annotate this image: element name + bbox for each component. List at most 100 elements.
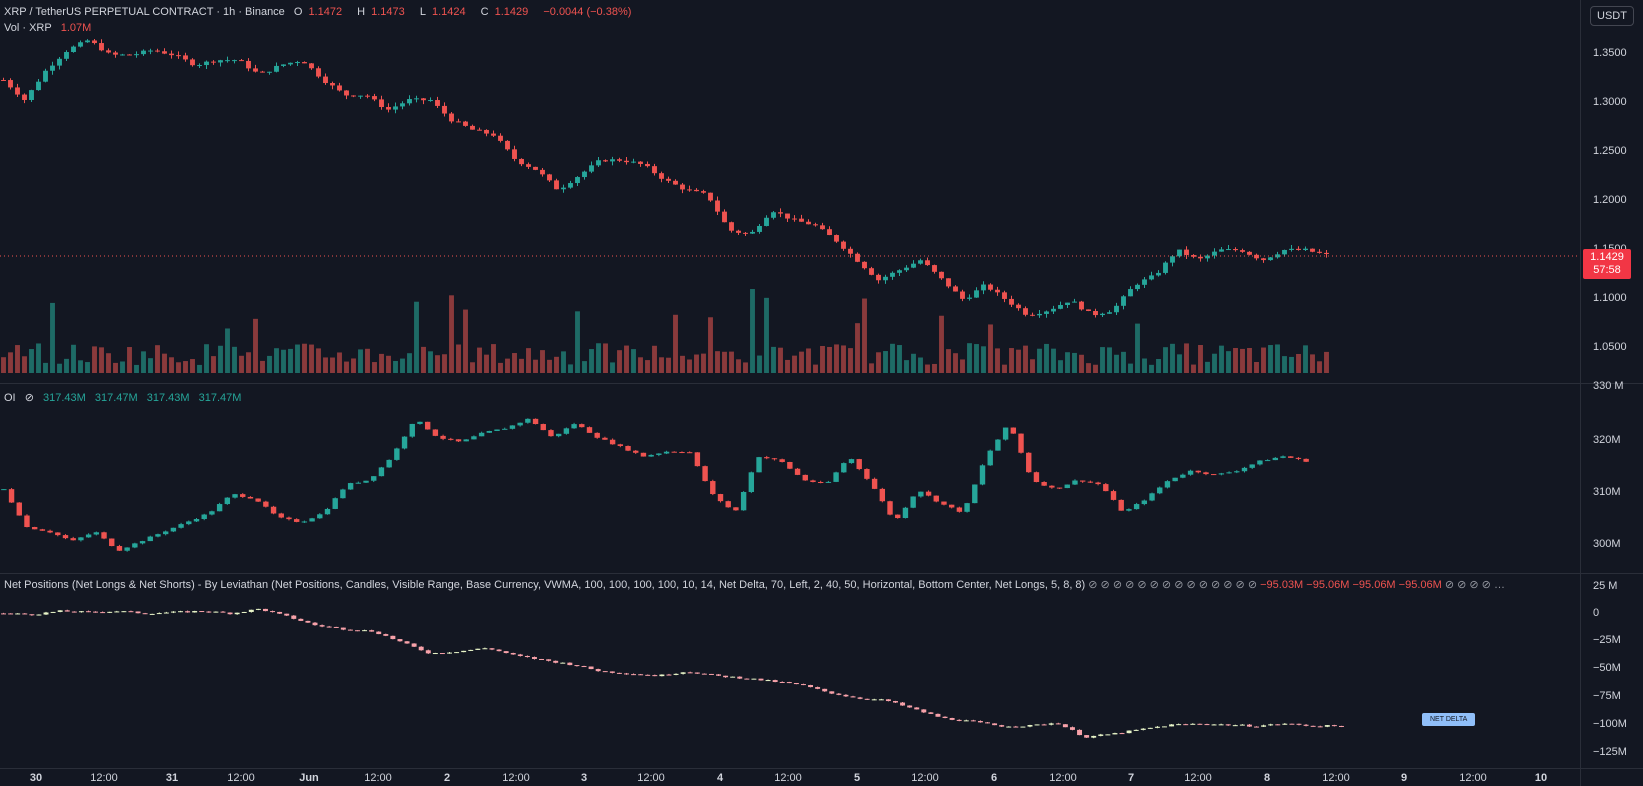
volume-bar — [1058, 360, 1063, 373]
net-position-candle — [999, 725, 1005, 727]
price-candle — [526, 164, 531, 167]
net-position-candle — [567, 662, 573, 666]
visibility-icon[interactable]: ⊘ — [24, 392, 34, 404]
volume-bar — [106, 353, 111, 373]
net-position-candle — [1013, 726, 1019, 728]
price-candle — [428, 100, 433, 102]
volume-bar — [1226, 351, 1231, 373]
price-candle — [22, 94, 27, 100]
oi-candle — [579, 424, 585, 428]
net-position-candle — [425, 650, 431, 654]
volume-bar — [176, 362, 181, 373]
volume-bar — [267, 355, 272, 373]
price-candle — [1058, 305, 1063, 309]
oi-candle — [1072, 480, 1078, 485]
oi-candle — [494, 429, 500, 431]
volume-legend[interactable]: Vol · XRP 1.07M — [4, 22, 97, 34]
net-position-candle — [291, 615, 297, 619]
volume-bar — [162, 353, 167, 373]
oi-candle — [787, 461, 793, 469]
volume-bar — [596, 343, 601, 373]
oi-candle — [910, 496, 916, 508]
price-candle — [603, 160, 608, 162]
volume-bar — [638, 357, 643, 373]
oi-candle — [1064, 484, 1070, 489]
volume-bar — [253, 318, 258, 373]
oi-candle — [1187, 470, 1194, 475]
hidden-values: ⊘ ⊘ ⊘ ⊘ … — [1444, 579, 1505, 591]
price-candle — [540, 169, 545, 175]
oi-candle — [1118, 499, 1124, 511]
net-position-candle — [1289, 723, 1295, 725]
price-candle — [750, 231, 755, 234]
volume-bar — [694, 354, 699, 373]
time-tick: 12:00 — [502, 772, 530, 784]
oi-candle — [548, 430, 554, 437]
net-position-candle — [149, 613, 155, 615]
net-position-candle — [128, 611, 134, 613]
price-candle — [1016, 304, 1021, 309]
currency-button[interactable]: USDT — [1590, 6, 1634, 26]
volume-bar — [960, 359, 965, 373]
net-position-candle — [1331, 725, 1337, 727]
oi-candle — [987, 450, 993, 466]
volume-bar — [435, 355, 440, 373]
price-candle — [246, 60, 251, 69]
oi-candle — [293, 519, 300, 522]
symbol-legend[interactable]: XRP / TetherUS PERPETUAL CONTRACT · 1h ·… — [4, 6, 637, 18]
volume-bar — [757, 355, 762, 373]
chart-canvas[interactable] — [0, 0, 1580, 768]
pane-separator-2[interactable] — [0, 573, 1643, 574]
net-position-candle — [921, 709, 927, 713]
volume-bar — [1079, 354, 1084, 373]
price-candle — [932, 265, 937, 272]
price-candle — [99, 43, 104, 51]
net-position-candle — [475, 648, 481, 650]
pane-separator-1[interactable] — [0, 383, 1643, 384]
time-tick: 10 — [1534, 772, 1548, 784]
volume-bar — [330, 357, 335, 373]
net-position-candle — [1282, 723, 1288, 725]
net-position-candle — [1098, 734, 1104, 736]
volume-bar — [407, 353, 412, 373]
price-candle — [1310, 248, 1315, 252]
oi-candle — [825, 481, 832, 483]
price-candle — [302, 62, 307, 64]
symbol-title[interactable]: XRP / TetherUS PERPETUAL CONTRACT · 1h ·… — [4, 6, 285, 18]
net-position-candle — [631, 674, 637, 676]
oi-candle — [55, 532, 61, 536]
oi-candle — [101, 532, 107, 539]
time-tick: 6 — [990, 772, 998, 784]
ohlc-high: H 1.1473 — [357, 6, 405, 18]
price-candle — [1121, 296, 1126, 306]
time-tick: 12:00 — [1322, 772, 1350, 784]
net-position-candle — [397, 639, 403, 642]
price-candle — [1226, 249, 1231, 251]
price-candle — [442, 105, 447, 114]
time-tick: 4 — [716, 772, 724, 784]
price-candle — [113, 52, 118, 55]
price-axis-border — [1580, 0, 1581, 786]
price-candle — [715, 200, 720, 212]
price-candle — [1303, 248, 1308, 250]
volume-bar — [71, 344, 76, 373]
oi-candle — [617, 444, 624, 446]
price-candle — [358, 95, 363, 97]
price-candle — [1324, 252, 1329, 255]
oi-candle — [162, 531, 169, 535]
oi-title[interactable]: OI — [4, 392, 16, 404]
net-positions-legend[interactable]: Net Positions (Net Longs & Net Shorts) -… — [4, 578, 1505, 591]
price-candle — [631, 161, 636, 163]
volume-bar — [1170, 343, 1175, 373]
oi-candle — [879, 488, 886, 502]
net-position-candle — [326, 626, 332, 628]
volume-bar — [204, 344, 209, 373]
volume-title[interactable]: Vol · XRP — [4, 22, 52, 34]
volume-bar — [365, 348, 370, 373]
net-position-candle — [1091, 735, 1097, 738]
oi-candle — [455, 439, 462, 442]
net-position-candle — [340, 627, 346, 630]
net-positions-title[interactable]: Net Positions (Net Longs & Net Shorts) -… — [4, 579, 1086, 591]
oi-legend[interactable]: OI ⊘ 317.43M 317.47M 317.43M 317.47M — [4, 391, 247, 404]
price-tick: 1.0500 — [1593, 341, 1627, 353]
